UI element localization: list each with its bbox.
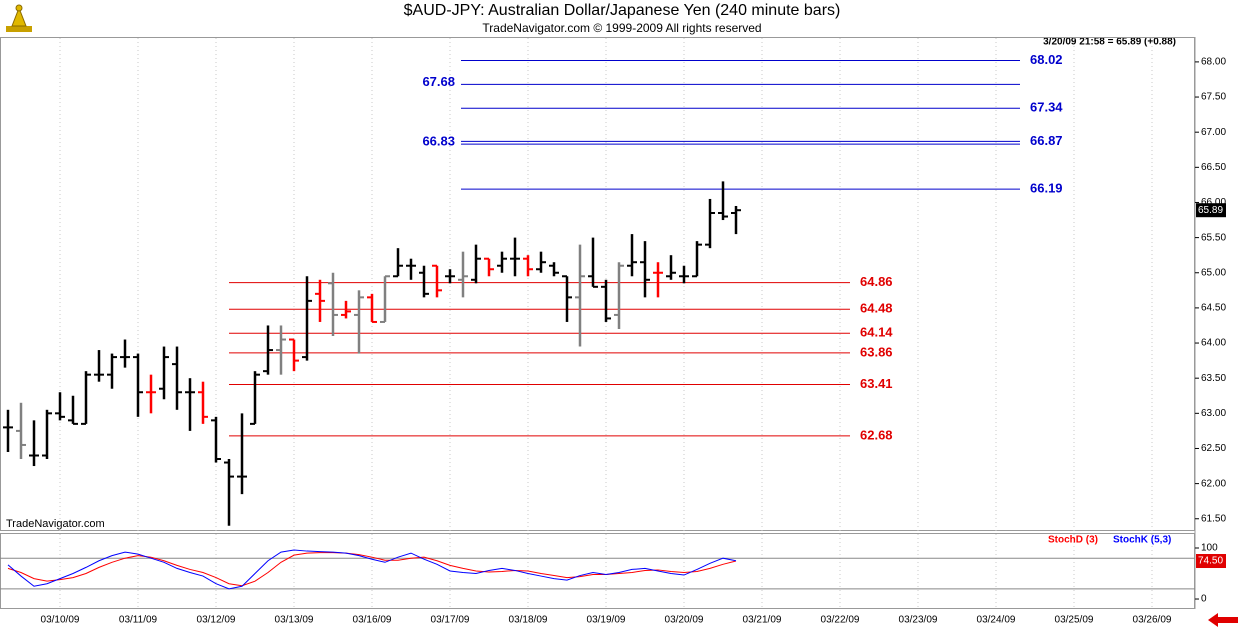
status-text: 3/20/09 21:58 = 65.89 (+0.88) [1043, 37, 1176, 48]
level-label: 64.14 [860, 325, 893, 340]
level-label: 67.34 [1030, 100, 1063, 115]
y-tick-label: 66.50 [1201, 162, 1226, 173]
stoch-line [7, 549, 737, 590]
x-tick-label: 03/12/09 [197, 615, 236, 626]
x-tick-label: 03/17/09 [431, 615, 470, 626]
x-tick-label: 03/21/09 [743, 615, 782, 626]
x-tick-label: 03/16/09 [353, 615, 392, 626]
level-label: 68.02 [1030, 52, 1063, 67]
x-tick-label: 03/18/09 [509, 615, 548, 626]
y-tick-label: 64.50 [1201, 303, 1226, 314]
last-price-label: 65.89 [1198, 205, 1223, 216]
stoch-tick-label: 100 [1201, 543, 1218, 554]
watermark: TradeNavigator.com [6, 518, 105, 530]
stoch-last-box [1196, 554, 1226, 569]
legend-entry: StochK (5,3) [1113, 535, 1171, 546]
level-label: 64.86 [860, 274, 893, 289]
y-tick-label: 65.50 [1201, 232, 1226, 243]
y-tick-label: 62.50 [1201, 443, 1226, 454]
x-tick-label: 03/26/09 [1133, 615, 1172, 626]
y-tick-label: 62.00 [1201, 478, 1226, 489]
level-label: 66.83 [422, 134, 455, 149]
level-label: 67.68 [422, 74, 455, 89]
stoch-line [7, 552, 737, 587]
y-tick-label: 63.50 [1201, 373, 1226, 384]
x-tick-label: 03/25/09 [1055, 615, 1094, 626]
level-label: 62.68 [860, 427, 893, 442]
stoch-tick-label: 0 [1201, 594, 1207, 605]
level-label: 63.41 [860, 376, 893, 391]
y-tick-label: 64.00 [1201, 338, 1226, 349]
x-tick-label: 03/11/09 [119, 615, 158, 626]
logo [6, 4, 32, 32]
x-tick-label: 03/19/09 [587, 615, 626, 626]
scroll-arrow[interactable] [1208, 613, 1238, 627]
y-tick-label: 61.50 [1201, 513, 1226, 524]
x-tick-label: 03/10/09 [41, 615, 80, 626]
y-tick-label: 63.00 [1201, 408, 1226, 419]
legend-entry: StochD (3) [1048, 535, 1098, 546]
y-tick-label: 67.50 [1201, 92, 1226, 103]
x-tick-label: 03/23/09 [899, 615, 938, 626]
chart-title: $AUD-JPY: Australian Dollar/Japanese Yen… [404, 2, 841, 19]
x-tick-label: 03/20/09 [665, 615, 704, 626]
last-price-box [1196, 203, 1226, 218]
x-tick-label: 03/22/09 [821, 615, 860, 626]
level-label: 64.48 [860, 301, 893, 316]
level-label: 63.86 [860, 344, 893, 359]
x-tick-label: 03/24/09 [977, 615, 1016, 626]
level-label: 66.87 [1030, 133, 1063, 148]
stoch-last-label: 74.50 [1198, 556, 1223, 567]
plot-layer: 03/10/09 03/11/09 03/12/09 03/13/09 03/16/09… [0, 38, 1226, 626]
y-tick-label: 67.00 [1201, 127, 1226, 138]
level-label: 66.19 [1030, 181, 1063, 196]
y-tick-label: 68.00 [1201, 57, 1226, 68]
y-tick-label: 65.00 [1201, 267, 1226, 278]
x-tick-label: 03/13/09 [275, 615, 314, 626]
y-tick-label: 66.00 [1201, 197, 1226, 208]
chart-subtitle: TradeNavigator.com © 1999-2009 All right… [482, 21, 761, 35]
